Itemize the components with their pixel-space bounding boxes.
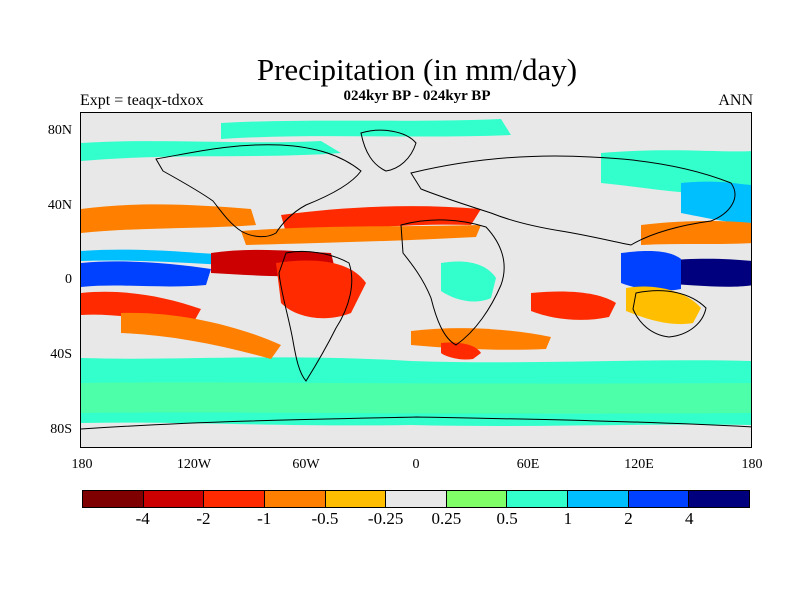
colorbar-label: -0.5 xyxy=(311,509,339,528)
atlantic-red-band xyxy=(281,206,481,233)
colorbar-label: -2 xyxy=(196,509,211,528)
colorbar-cell xyxy=(264,491,326,507)
south-america-outline xyxy=(278,250,353,382)
colorbar xyxy=(82,490,750,508)
x-tick-120w: 120W xyxy=(176,457,212,472)
arctic-wet xyxy=(221,119,511,139)
colorbar-cell xyxy=(628,491,690,507)
precipitation-map xyxy=(80,112,752,448)
chart-subtitle: 024kyr BP - 024kyr BP xyxy=(343,88,491,104)
north-atlantic-dry-band xyxy=(81,204,256,233)
y-tick-80n: 80N xyxy=(47,123,72,138)
africa-wet xyxy=(441,261,496,302)
colorbar-label: -1 xyxy=(257,509,272,528)
australia-dry xyxy=(626,286,701,325)
y-tick-0: 0 xyxy=(65,272,72,287)
colorbar-label: 2 xyxy=(624,509,633,528)
colorbar-label: 4 xyxy=(685,509,694,528)
colorbar-label: 0.25 xyxy=(431,509,462,528)
colorbar-cell xyxy=(204,491,265,507)
colorbar-cell xyxy=(83,491,144,507)
precip-field xyxy=(81,119,751,426)
australia-outline xyxy=(632,290,707,338)
europe-asia-outline xyxy=(410,155,736,246)
x-tick-60w: 60W xyxy=(292,457,320,472)
y-tick-40s: 40S xyxy=(50,347,72,362)
south-indian-dry xyxy=(531,291,616,320)
colorbar-label: -0.25 xyxy=(367,509,404,528)
greenland-outline xyxy=(360,129,417,172)
north-atlantic-wet xyxy=(81,141,341,161)
chart-title: Precipitation (in mm/day) xyxy=(256,52,578,87)
x-tick-0: 0 xyxy=(412,457,420,472)
atlantic-dry-orange xyxy=(241,225,481,245)
west-pacific-dry xyxy=(641,221,751,245)
experiment-label: Expt = teaqx-tdxox xyxy=(80,92,204,109)
amazon-dry xyxy=(276,260,366,319)
east-pacific-wet xyxy=(81,261,211,287)
season-label: ANN xyxy=(718,92,753,109)
colorbar-label: 1 xyxy=(563,509,573,528)
antarctica-outline xyxy=(81,416,751,430)
colorbar-label: -4 xyxy=(135,509,150,528)
colorbar-cell xyxy=(143,491,205,507)
south-pacific-orange xyxy=(121,312,281,359)
colorbar-cell xyxy=(446,491,508,507)
x-tick-180-west: 180 xyxy=(71,457,93,472)
y-tick-80s: 80S xyxy=(50,422,72,437)
south-atlantic-dry xyxy=(411,328,551,350)
north-pacific-blue xyxy=(681,181,751,225)
south-africa-red xyxy=(441,342,481,360)
x-tick-180-east: 180 xyxy=(741,457,763,472)
southern-ocean-wet-band xyxy=(81,357,751,426)
colorbar-cell xyxy=(325,491,387,507)
colorbar-cell xyxy=(386,491,447,507)
colorbar-label: 0.5 xyxy=(496,509,518,528)
north-america-outline xyxy=(155,144,362,238)
x-tick-60e: 60E xyxy=(516,457,540,472)
colorbar-cell xyxy=(689,491,750,507)
x-tick-120e: 120E xyxy=(624,457,654,472)
colorbar-cell xyxy=(507,491,569,507)
coastlines xyxy=(81,129,751,430)
indo-pacific-blue xyxy=(621,251,681,291)
africa-outline xyxy=(400,219,505,346)
colorbar-cell xyxy=(568,491,629,507)
east-pacific-cyan xyxy=(81,249,231,265)
southern-ocean-green xyxy=(81,382,751,414)
y-tick-40n: 40N xyxy=(47,198,72,213)
